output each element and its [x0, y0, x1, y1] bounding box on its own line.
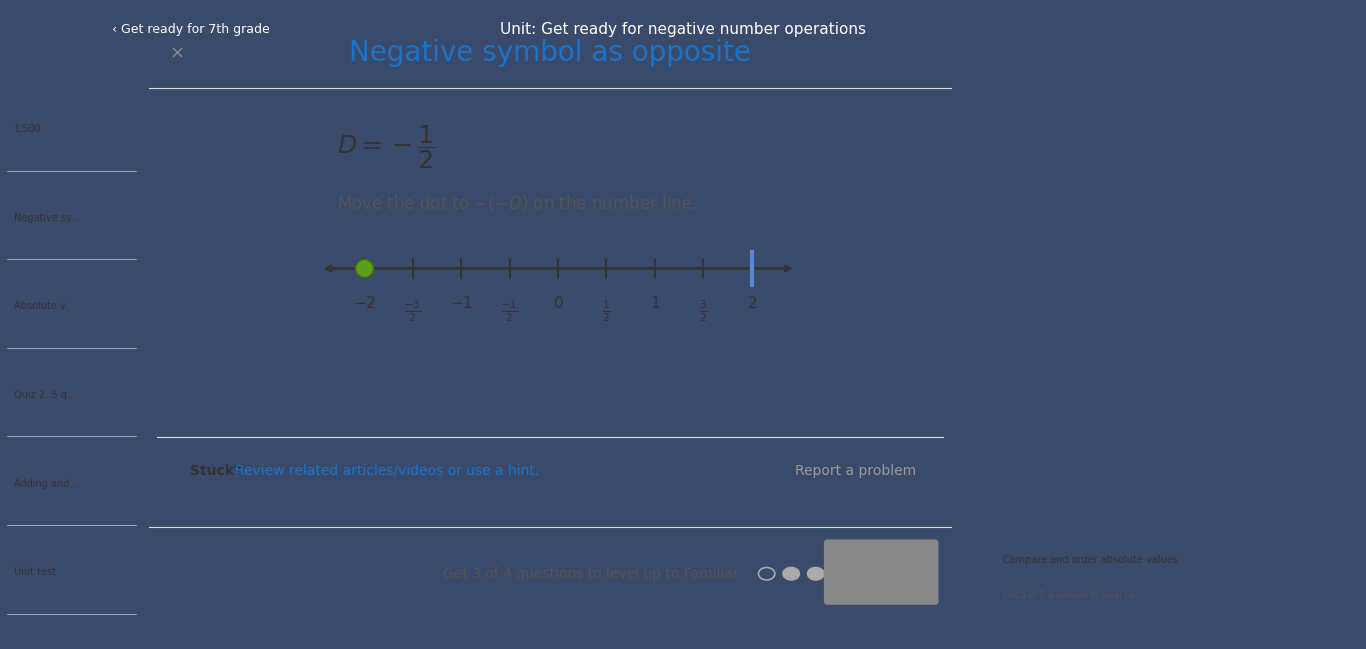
- Text: Check: Check: [854, 563, 910, 581]
- Text: $2$: $2$: [747, 295, 757, 311]
- Text: $1$: $1$: [650, 295, 660, 311]
- Text: Review related articles/videos or use a hint.: Review related articles/videos or use a …: [235, 464, 540, 478]
- Text: $\frac{3}{2}$: $\frac{3}{2}$: [699, 299, 708, 324]
- Text: Unit test: Unit test: [15, 567, 56, 577]
- Circle shape: [783, 567, 799, 580]
- Text: $-2$: $-2$: [352, 295, 376, 311]
- Circle shape: [832, 567, 848, 580]
- Text: $-1$: $-1$: [449, 295, 473, 311]
- Text: Compare and order absolute values: Compare and order absolute values: [1003, 556, 1179, 565]
- Text: Negative sy...: Negative sy...: [15, 213, 79, 223]
- Text: Move the dot to $-(-D)$ on the number line.: Move the dot to $-(-D)$ on the number li…: [337, 193, 697, 213]
- Text: $\frac{-3}{2}$: $\frac{-3}{2}$: [404, 299, 422, 324]
- Text: Report a problem: Report a problem: [795, 464, 917, 478]
- Text: $0$: $0$: [553, 295, 563, 311]
- Text: Absolute v...: Absolute v...: [15, 301, 74, 312]
- FancyBboxPatch shape: [824, 539, 938, 605]
- Text: $D = -\dfrac{1}{2}$: $D = -\dfrac{1}{2}$: [337, 123, 436, 171]
- Text: Negative symbol as opposite: Negative symbol as opposite: [348, 40, 751, 67]
- Text: ✏: ✏: [182, 564, 198, 583]
- Text: Quiz 2: 5 q...: Quiz 2: 5 q...: [15, 390, 76, 400]
- Text: ×: ×: [169, 45, 184, 62]
- Text: 1,500: 1,500: [15, 124, 42, 134]
- Text: $\frac{1}{2}$: $\frac{1}{2}$: [602, 299, 611, 324]
- Circle shape: [807, 567, 824, 580]
- Text: Adding and...: Adding and...: [15, 478, 79, 489]
- Text: $\frac{-1}{2}$: $\frac{-1}{2}$: [501, 299, 519, 324]
- Text: Get 5 of 7 questions to level up!: Get 5 of 7 questions to level up!: [1003, 591, 1139, 600]
- Text: Stuck?: Stuck?: [190, 464, 242, 478]
- Text: Get 3 of 4 questions to level up to Familiar: Get 3 of 4 questions to level up to Fami…: [444, 567, 739, 581]
- Text: ‹ Get ready for 7th grade: ‹ Get ready for 7th grade: [112, 23, 269, 36]
- Text: Unit: Get ready for negative number operations: Unit: Get ready for negative number oper…: [500, 21, 866, 37]
